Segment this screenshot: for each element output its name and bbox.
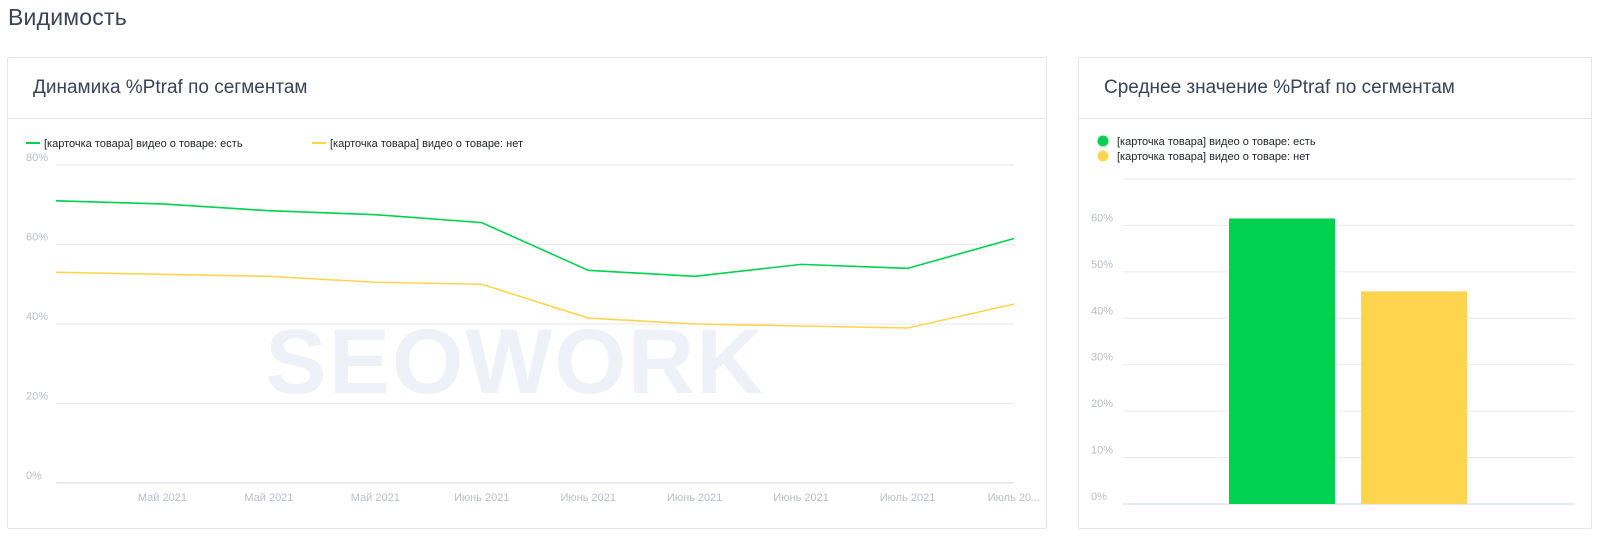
y-tick-label: 10% (1091, 445, 1113, 457)
x-tick-label: Май 2021 (138, 492, 187, 504)
legend-swatch-2[interactable] (1097, 150, 1109, 162)
page-title: Видимость (8, 4, 127, 30)
x-tick-label: Июнь 2021 (560, 492, 616, 504)
x-tick-label: Июль 2021 (880, 492, 936, 504)
legend-label-2[interactable]: [карточка товара] видео о товаре: нет (330, 138, 523, 150)
y-tick-label: 50% (1091, 259, 1113, 271)
x-tick-label: Май 2021 (244, 492, 293, 504)
bar-2[interactable] (1361, 291, 1467, 504)
y-tick-label: 0% (1091, 491, 1107, 503)
y-tick-label: 20% (1091, 398, 1113, 410)
bar-1[interactable] (1229, 218, 1335, 504)
series-line-1 (55, 199, 1015, 278)
line-chart-panel: Динамика %Ptraf по сегментам SEOWORK 0% 20… (7, 57, 1047, 529)
legend-swatch-1[interactable] (1097, 135, 1109, 147)
bar-chart: 0% 10% 20% 30% 40% 50% 60% [карточка товара] ви… (1091, 135, 1575, 505)
y-tick-label: 40% (26, 311, 48, 323)
x-tick-label: Июнь 2021 (667, 492, 723, 504)
legend-label-1[interactable]: [карточка товара] видео о товаре: есть (1117, 136, 1316, 148)
y-tick-label: 20% (26, 391, 48, 403)
y-tick-label: 30% (1091, 352, 1113, 364)
y-tick-label: 0% (26, 470, 42, 482)
line-chart-title: Динамика %Ptraf по сегментам (8, 58, 1046, 119)
y-tick-label: 60% (26, 232, 48, 244)
x-tick-label: Июнь 2021 (454, 492, 510, 504)
line-chart: SEOWORK 0% 20% 40% 60% 80% Май 2021 Май 2021 Май… (26, 138, 1041, 504)
series-line-2 (55, 271, 1015, 329)
bar-chart-panel: Среднее значение %Ptraf по сегментам 0% 1… (1078, 57, 1592, 529)
legend-label-1[interactable]: [карточка товара] видео о товаре: есть (44, 138, 243, 150)
legend-label-2[interactable]: [карточка товара] видео о товаре: нет (1117, 151, 1310, 163)
y-tick-label: 60% (1091, 212, 1113, 224)
y-tick-label: 80% (26, 152, 48, 164)
y-tick-label: 40% (1091, 305, 1113, 317)
x-tick-label: Май 2021 (351, 492, 400, 504)
bar-chart-title: Среднее значение %Ptraf по сегментам (1079, 58, 1591, 119)
x-tick-label: Июль 20... (988, 492, 1041, 504)
watermark-text: SEOWORK (265, 311, 765, 413)
x-tick-label: Июнь 2021 (773, 492, 829, 504)
